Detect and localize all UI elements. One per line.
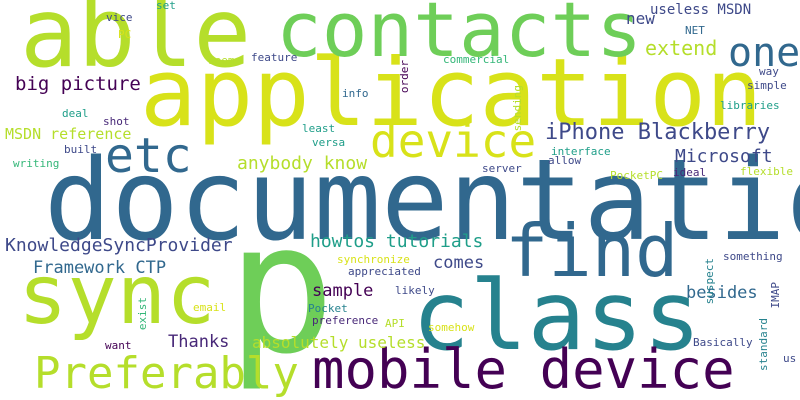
word-knowledgesyncprovider: KnowledgeSyncProvider	[5, 235, 233, 256]
word-api: API	[385, 317, 405, 330]
word-shot: shot	[103, 115, 130, 128]
word-versa: versa	[312, 136, 346, 149]
word-sync: sync	[18, 248, 216, 343]
word-something: something	[723, 250, 783, 263]
word-pocketpc: PocketPC	[610, 169, 663, 182]
word-preference: preference	[312, 314, 379, 327]
word-libraries: libraries	[720, 99, 780, 112]
word-feature: feature	[251, 51, 298, 64]
word-vice: vice	[106, 11, 133, 24]
word-pocket: Pocket	[308, 302, 348, 315]
word-absolutely-useless: absolutely useless	[252, 333, 426, 352]
word-somehow: somehow	[428, 321, 475, 334]
word-anybody-know: anybody know	[237, 153, 368, 174]
word-standard: standard	[757, 318, 770, 371]
word-email: email	[193, 301, 227, 314]
word-etc: etc	[105, 128, 192, 184]
word-simple: simple	[747, 79, 787, 92]
word-one: one	[728, 30, 800, 76]
word-sample: sample	[312, 281, 374, 301]
word-microsoft: Microsoft	[675, 146, 773, 167]
word-least: least	[302, 122, 336, 135]
word-able: able	[20, 0, 252, 89]
word-documentation: documentation	[44, 136, 800, 266]
word-class: class	[412, 260, 701, 372]
word-comes: comes	[433, 253, 485, 273]
word-synchronize: synchronize	[337, 253, 410, 266]
word-pc: PC	[118, 28, 132, 41]
word-msdn-reference: MSDN reference	[5, 125, 132, 143]
word-net: NET	[685, 24, 705, 37]
word-find: find	[505, 209, 679, 293]
word-contacts: contacts	[276, 0, 643, 74]
word-framework-ctp: Framework CTP	[33, 258, 167, 278]
word-us: us	[783, 352, 797, 365]
word-preferably: Preferably	[34, 348, 299, 399]
word-new: new	[626, 9, 655, 28]
word-flexible: flexible	[740, 165, 793, 178]
word-sending: sending	[511, 85, 524, 132]
word-useless-msdn: useless MSDN	[650, 2, 752, 18]
word-likely: likely	[395, 284, 435, 297]
word-big-picture: big picture	[15, 73, 141, 95]
word-set: set	[156, 0, 176, 12]
word-mobile-device: mobile device	[312, 338, 735, 400]
word-device: device	[370, 114, 537, 168]
word-basically: Basically	[693, 336, 753, 349]
word-order: order	[398, 60, 411, 94]
word-iphone-blackberry: iPhone Blackberry	[545, 120, 771, 145]
word-server: server	[482, 162, 522, 175]
word-application: application	[140, 39, 763, 148]
word-appreciated: appreciated	[348, 265, 421, 278]
word-extend: extend	[645, 36, 718, 60]
word-built: built	[64, 143, 98, 156]
word-allow: allow	[548, 154, 582, 167]
word-commercial: commercial	[443, 53, 510, 66]
word-way: way	[759, 65, 779, 78]
word-ideal: ideal	[673, 166, 707, 179]
word-exist: exist	[136, 297, 149, 331]
word-p: p	[227, 185, 336, 394]
word-suspect: suspect	[703, 258, 716, 305]
word-info: info	[342, 87, 369, 100]
word-thanks: Thanks	[168, 332, 230, 352]
word-howtos-tutorials: howtos tutorials	[310, 231, 484, 252]
word-imap: IMAP	[769, 282, 782, 309]
word-writing: writing	[13, 157, 60, 170]
word-interface: interface	[551, 145, 611, 158]
word-want: want	[105, 339, 132, 352]
word-seem: seem	[208, 54, 235, 67]
word-besides: besides	[686, 283, 758, 303]
word-deal: deal	[62, 107, 89, 120]
